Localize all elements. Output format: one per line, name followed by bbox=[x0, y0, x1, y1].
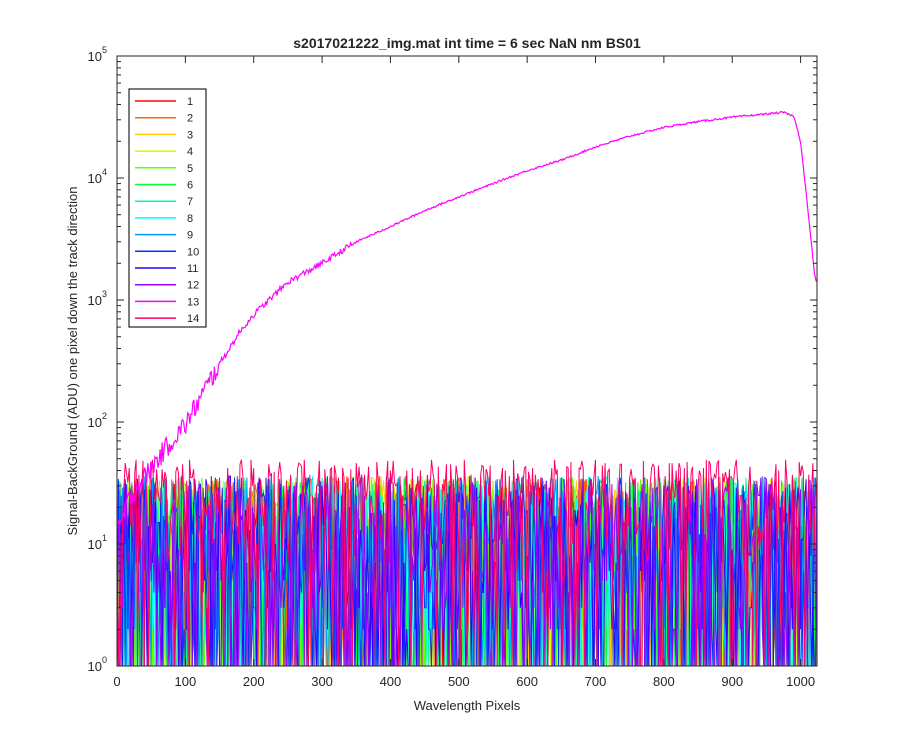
y-tick-exponent: 5 bbox=[102, 45, 107, 55]
y-tick-exponent: 0 bbox=[102, 655, 107, 665]
y-tick-exponent: 3 bbox=[102, 289, 107, 299]
y-tick-label: 10 bbox=[88, 171, 102, 186]
legend-label-2: 2 bbox=[187, 113, 193, 125]
x-axis: 0 100 200 300 400 500 600 700 800 900 1000 bbox=[113, 56, 815, 689]
legend-label-12: 12 bbox=[187, 280, 199, 292]
legend-label-6: 6 bbox=[187, 180, 193, 192]
legend-label-4: 4 bbox=[187, 146, 193, 158]
x-tick-label: 400 bbox=[380, 674, 402, 689]
y-tick-exponent: 2 bbox=[102, 411, 107, 421]
series-line-13 bbox=[116, 111, 817, 529]
legend-label-10: 10 bbox=[187, 246, 199, 258]
x-tick-label: 700 bbox=[585, 674, 607, 689]
y-tick-label: 10 bbox=[88, 49, 102, 64]
x-tick-label: 300 bbox=[311, 674, 333, 689]
x-tick-label: 500 bbox=[448, 674, 470, 689]
y-tick-exponent: 4 bbox=[102, 167, 107, 177]
legend-label-7: 7 bbox=[187, 196, 193, 208]
x-tick-label: 0 bbox=[113, 674, 120, 689]
legend-label-11: 11 bbox=[187, 263, 198, 275]
legend-box bbox=[128, 88, 207, 328]
legend-label-5: 5 bbox=[187, 163, 193, 175]
legend-label-8: 8 bbox=[187, 213, 193, 225]
chart-title: s2017021222_img.mat int time = 6 sec NaN… bbox=[293, 35, 641, 51]
x-tick-label: 100 bbox=[175, 674, 197, 689]
x-tick-label: 200 bbox=[243, 674, 265, 689]
legend-label-9: 9 bbox=[187, 230, 193, 242]
y-tick-exponent: 1 bbox=[102, 533, 107, 543]
y-tick-label: 10 bbox=[88, 537, 102, 552]
plot-frame bbox=[116, 55, 818, 667]
y-tick-label: 10 bbox=[88, 659, 102, 674]
legend-label-3: 3 bbox=[187, 129, 193, 141]
x-tick-label: 900 bbox=[721, 674, 743, 689]
series-line-12 bbox=[116, 476, 818, 667]
legend-label-1: 1 bbox=[187, 96, 193, 108]
legend-label-13: 13 bbox=[187, 296, 199, 308]
x-axis-label: Wavelength Pixels bbox=[414, 698, 521, 713]
x-tick-label: 800 bbox=[653, 674, 675, 689]
legend-label-14: 14 bbox=[187, 313, 199, 325]
y-tick-label: 10 bbox=[88, 415, 102, 430]
y-axis-label: Signal-BackGround (ADU) one pixel down t… bbox=[65, 186, 80, 535]
x-tick-label: 600 bbox=[516, 674, 538, 689]
x-tick-label: 1000 bbox=[786, 674, 815, 689]
y-tick-label: 10 bbox=[88, 293, 102, 308]
